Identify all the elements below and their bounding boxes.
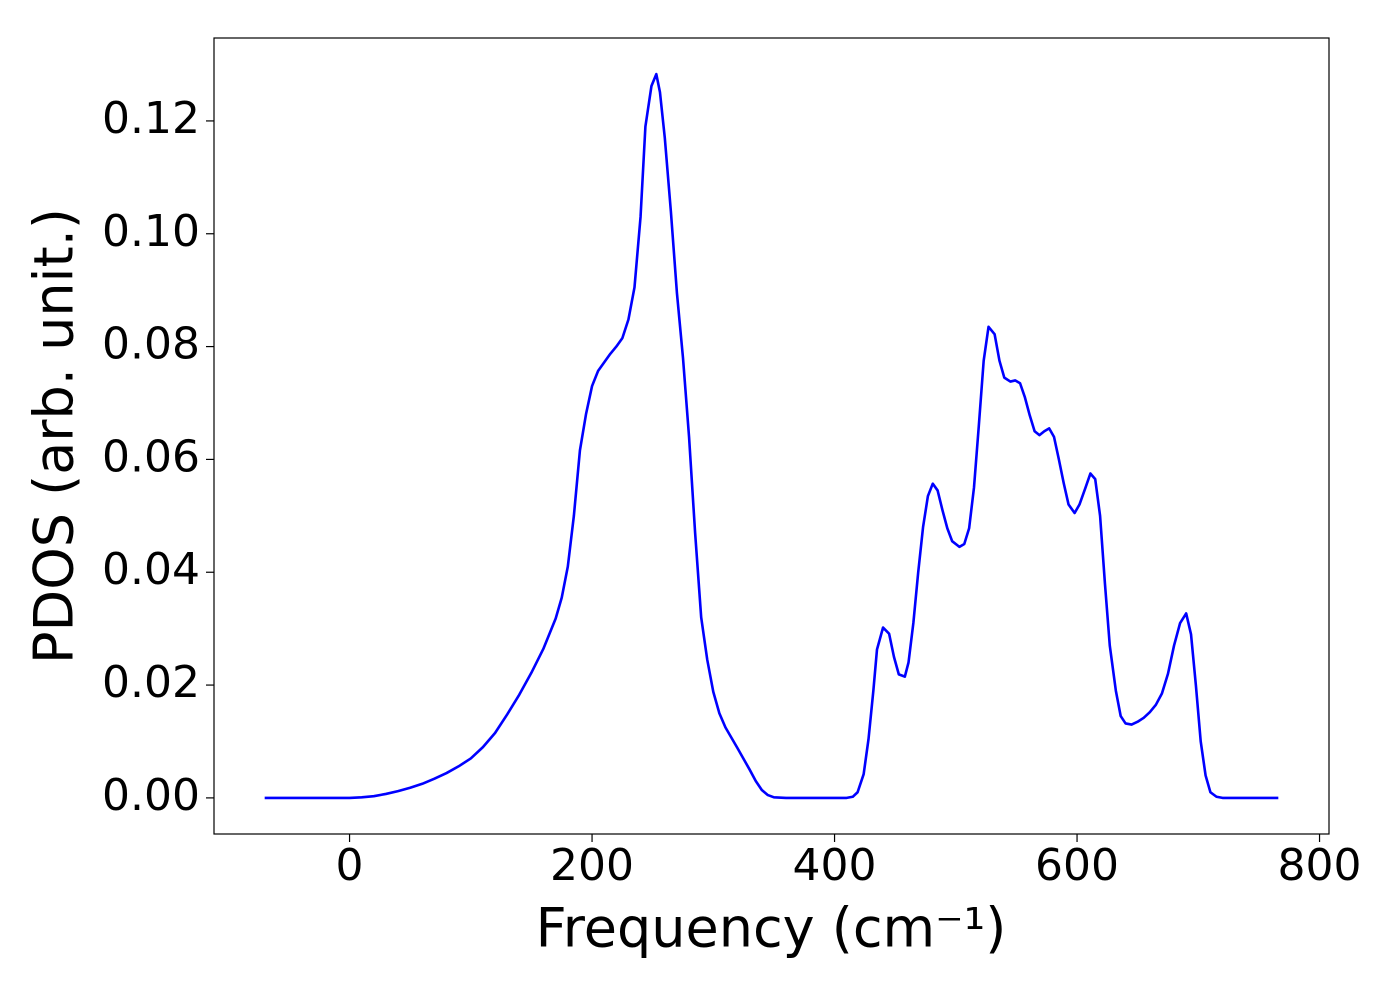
- x-tick-label: 400: [793, 840, 877, 891]
- data-line: [264, 72, 1279, 800]
- x-axis-label: Frequency (cm⁻¹): [536, 897, 1007, 960]
- x-tick-label: 0: [336, 840, 364, 891]
- y-axis-label: PDOS (arb. unit.): [23, 208, 86, 664]
- x-tick-label: 200: [550, 840, 634, 891]
- y-tick-label: 0.04: [102, 544, 200, 595]
- y-tick-label: 0.06: [102, 431, 200, 482]
- plot-frame: [213, 37, 1330, 835]
- y-tick-label: 0.08: [102, 319, 200, 370]
- y-tick-label: 0.00: [102, 770, 200, 821]
- x-tick-label: 600: [1035, 840, 1119, 891]
- x-tick-label: 800: [1278, 840, 1362, 891]
- y-tick-label: 0.02: [102, 657, 200, 708]
- y-tick-label: 0.10: [102, 206, 200, 257]
- y-tick-label: 0.12: [102, 93, 200, 144]
